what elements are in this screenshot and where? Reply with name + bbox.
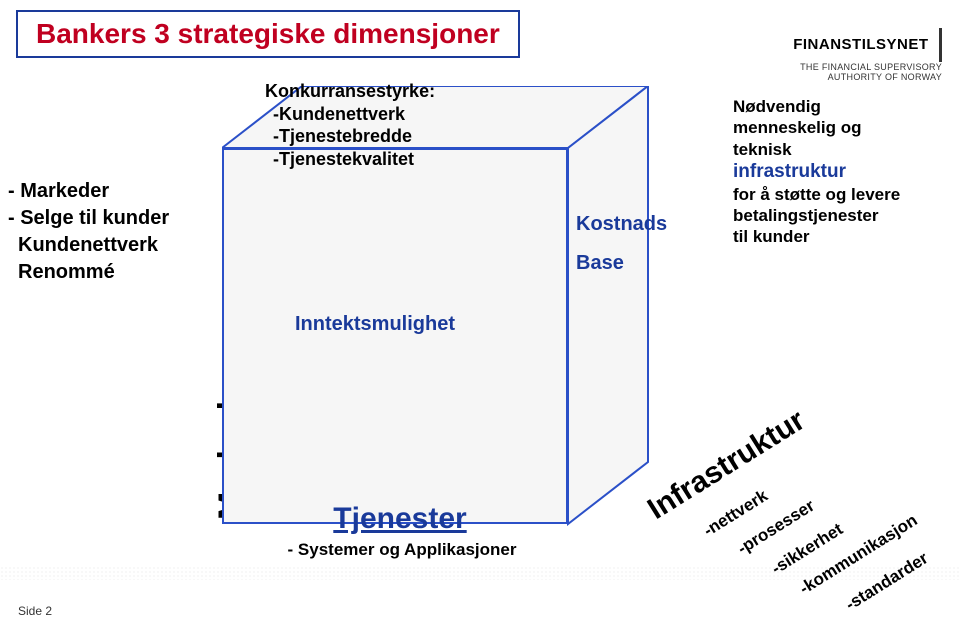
page-number-text: Side 2 <box>18 604 52 618</box>
slide-stage: Bankers 3 strategiske dimensjoner FINANS… <box>0 0 960 640</box>
logo-line3: AUTHORITY OF NORWAY <box>793 72 942 82</box>
cube-side-face <box>566 86 650 526</box>
inntekt-text: Inntektsmulighet <box>295 313 455 335</box>
right-line: teknisk <box>733 139 900 160</box>
logo-line2: THE FINANCIAL SUPERVISORY <box>793 62 942 72</box>
right-description: Nødvendig menneskelig og teknisk infrast… <box>733 96 900 247</box>
logo-bar-icon <box>939 28 942 62</box>
page-number: Side 2 <box>18 604 52 618</box>
konkurranse-block: Konkurransestyrke: -Kundenettverk -Tjene… <box>265 80 435 170</box>
right-line: Nødvendig <box>733 96 900 117</box>
kostnads-line1: Kostnads <box>576 212 667 237</box>
right-line: infrastruktur <box>733 160 900 184</box>
right-line: betalingstjenester <box>733 205 900 226</box>
slide-title-box: Bankers 3 strategiske dimensjoner <box>16 10 520 58</box>
tjenester-label: Tjenester <box>300 502 500 536</box>
inntekt-label: Inntektsmulighet <box>295 312 455 337</box>
konkurranse-item: -Tjenestebredde <box>265 125 435 148</box>
kostnads-line2: Base <box>576 251 667 276</box>
kostnads-block: Kostnads Base <box>576 212 667 276</box>
left-list-item: - Selge til kunder <box>8 207 169 230</box>
tjenester-subtitle: - Systemer og Applikasjoner <box>262 540 542 560</box>
right-line: for å støtte og levere <box>733 184 900 205</box>
tjenester-sub-text: - Systemer og Applikasjoner <box>288 540 517 559</box>
left-list-item: - Markeder <box>8 180 169 203</box>
logo-line1: FINANSTILSYNET <box>793 36 928 53</box>
left-list-item: Renommé <box>8 261 169 284</box>
finanstilsynet-logo: FINANSTILSYNET THE FINANCIAL SUPERVISORY… <box>793 28 942 82</box>
right-line: til kunder <box>733 226 900 247</box>
konkurranse-item: -Tjenestekvalitet <box>265 148 435 171</box>
konkurranse-item: -Kundenettverk <box>265 103 435 126</box>
left-list-item: Kundenettverk <box>8 234 169 257</box>
right-line: menneskelig og <box>733 117 900 138</box>
left-market-list: - Markeder - Selge til kunder Kundenettv… <box>8 180 169 288</box>
konkurranse-title: Konkurransestyrke: <box>265 80 435 103</box>
slide-title-text: Bankers 3 strategiske dimensjoner <box>36 18 500 49</box>
tjenester-text: Tjenester <box>333 502 466 535</box>
